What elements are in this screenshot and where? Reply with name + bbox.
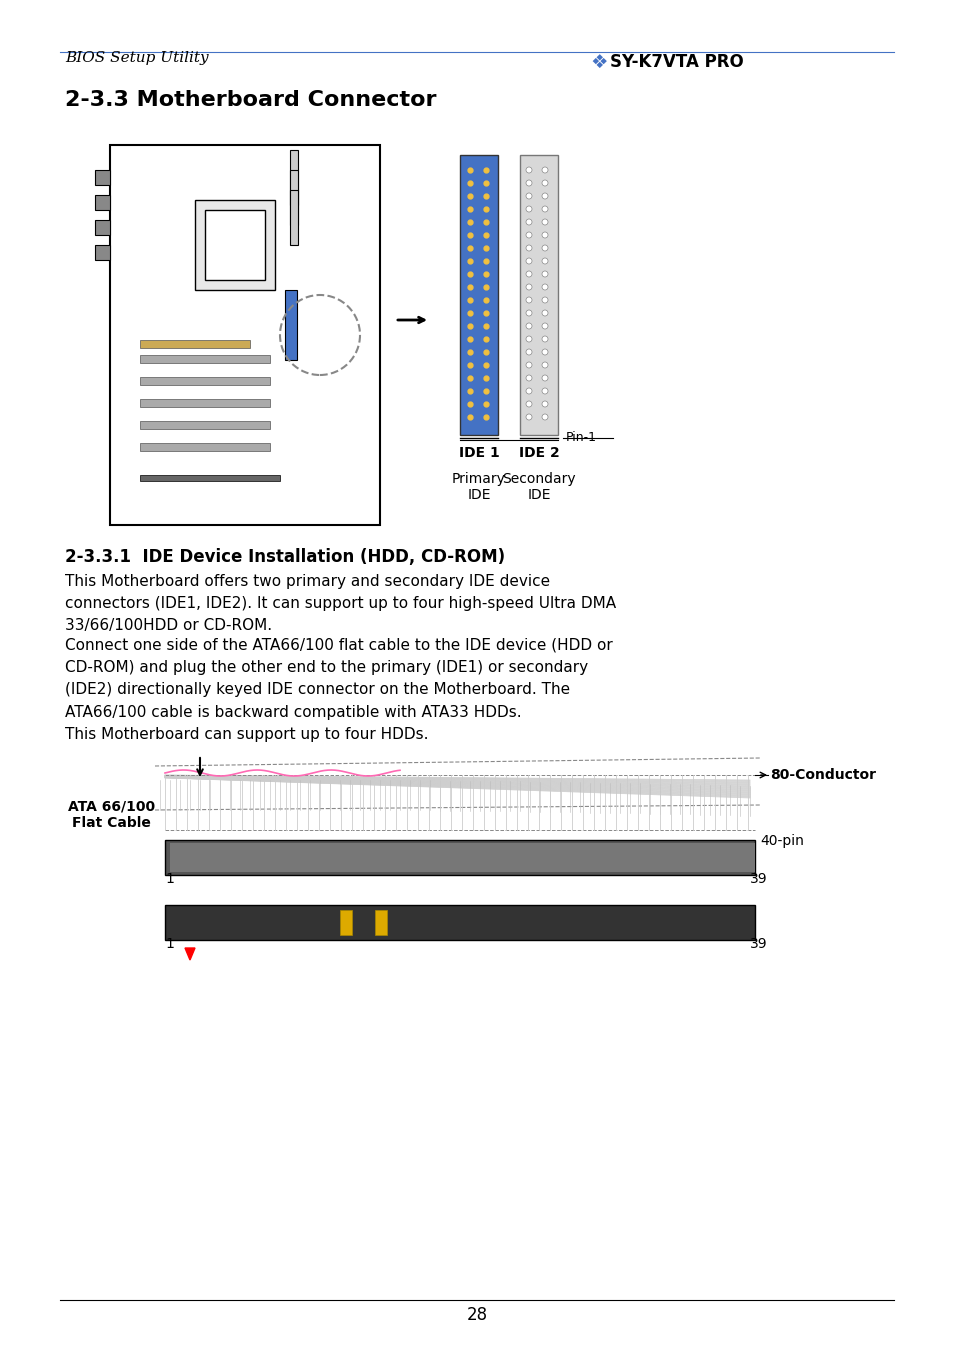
Circle shape xyxy=(525,193,532,199)
Circle shape xyxy=(525,272,532,277)
Text: ATA 66/100
Flat Cable: ATA 66/100 Flat Cable xyxy=(68,800,155,831)
Circle shape xyxy=(541,323,547,330)
Text: 1: 1 xyxy=(165,938,173,951)
Circle shape xyxy=(541,309,547,316)
Circle shape xyxy=(525,336,532,342)
Bar xyxy=(290,170,297,226)
Text: 39: 39 xyxy=(749,938,767,951)
Circle shape xyxy=(541,245,547,251)
Text: 1: 1 xyxy=(165,871,173,886)
Circle shape xyxy=(525,232,532,238)
Circle shape xyxy=(541,205,547,212)
Circle shape xyxy=(525,323,532,330)
Circle shape xyxy=(541,168,547,173)
Bar xyxy=(95,220,110,235)
Circle shape xyxy=(541,180,547,186)
Circle shape xyxy=(525,180,532,186)
Circle shape xyxy=(541,388,547,394)
Circle shape xyxy=(525,309,532,316)
Bar xyxy=(285,290,296,359)
Bar xyxy=(140,476,280,481)
Bar xyxy=(170,843,754,871)
Text: 2-3.3.1  IDE Device Installation (HDD, CD-ROM): 2-3.3.1 IDE Device Installation (HDD, CD… xyxy=(65,549,504,566)
Text: SY-K7VTA PRO: SY-K7VTA PRO xyxy=(609,53,743,72)
Circle shape xyxy=(525,258,532,263)
Bar xyxy=(459,155,497,435)
Text: Pin-1: Pin-1 xyxy=(565,431,597,444)
Circle shape xyxy=(525,401,532,407)
Text: Primary
IDE: Primary IDE xyxy=(452,471,505,503)
Circle shape xyxy=(525,297,532,303)
Bar xyxy=(165,905,754,940)
Text: IDE 2: IDE 2 xyxy=(518,446,558,459)
Text: 2-3.3 Motherboard Connector: 2-3.3 Motherboard Connector xyxy=(65,91,436,109)
Circle shape xyxy=(525,219,532,226)
Circle shape xyxy=(541,362,547,367)
Bar xyxy=(375,911,387,935)
Circle shape xyxy=(541,219,547,226)
Circle shape xyxy=(525,245,532,251)
Circle shape xyxy=(525,168,532,173)
Bar xyxy=(95,170,110,185)
Circle shape xyxy=(525,388,532,394)
Bar xyxy=(519,155,558,435)
Circle shape xyxy=(541,232,547,238)
Bar xyxy=(140,399,270,407)
Bar xyxy=(339,911,352,935)
Circle shape xyxy=(541,376,547,381)
Circle shape xyxy=(541,272,547,277)
Text: 39: 39 xyxy=(749,871,767,886)
Circle shape xyxy=(525,362,532,367)
Text: 80-Conductor: 80-Conductor xyxy=(769,767,875,782)
Text: BIOS Setup Utility: BIOS Setup Utility xyxy=(65,51,209,65)
Circle shape xyxy=(541,349,547,355)
Text: 28: 28 xyxy=(466,1306,487,1324)
Bar xyxy=(140,422,270,430)
Circle shape xyxy=(541,401,547,407)
Circle shape xyxy=(541,336,547,342)
Polygon shape xyxy=(185,948,194,961)
Circle shape xyxy=(525,205,532,212)
Bar xyxy=(140,443,270,451)
Bar xyxy=(140,355,270,363)
Circle shape xyxy=(541,193,547,199)
Bar xyxy=(95,245,110,259)
Circle shape xyxy=(525,376,532,381)
Text: Connect one side of the ATA66/100 flat cable to the IDE device (HDD or
CD-ROM) a: Connect one side of the ATA66/100 flat c… xyxy=(65,638,612,742)
Circle shape xyxy=(541,297,547,303)
Bar xyxy=(165,840,754,875)
Circle shape xyxy=(525,284,532,290)
Bar xyxy=(290,150,297,205)
Text: This Motherboard offers two primary and secondary IDE device
connectors (IDE1, I: This Motherboard offers two primary and … xyxy=(65,574,616,634)
Circle shape xyxy=(541,413,547,420)
Bar xyxy=(95,195,110,209)
Circle shape xyxy=(525,349,532,355)
Text: 40-pin: 40-pin xyxy=(760,834,803,848)
Bar xyxy=(205,209,265,280)
Bar xyxy=(140,340,250,349)
Bar xyxy=(290,190,297,245)
Bar xyxy=(140,377,270,385)
Circle shape xyxy=(541,258,547,263)
Text: IDE 1: IDE 1 xyxy=(458,446,498,459)
Text: ❖: ❖ xyxy=(589,53,607,72)
Text: Secondary
IDE: Secondary IDE xyxy=(501,471,576,503)
Circle shape xyxy=(525,413,532,420)
Bar xyxy=(110,145,379,526)
Bar xyxy=(194,200,274,290)
Circle shape xyxy=(541,284,547,290)
